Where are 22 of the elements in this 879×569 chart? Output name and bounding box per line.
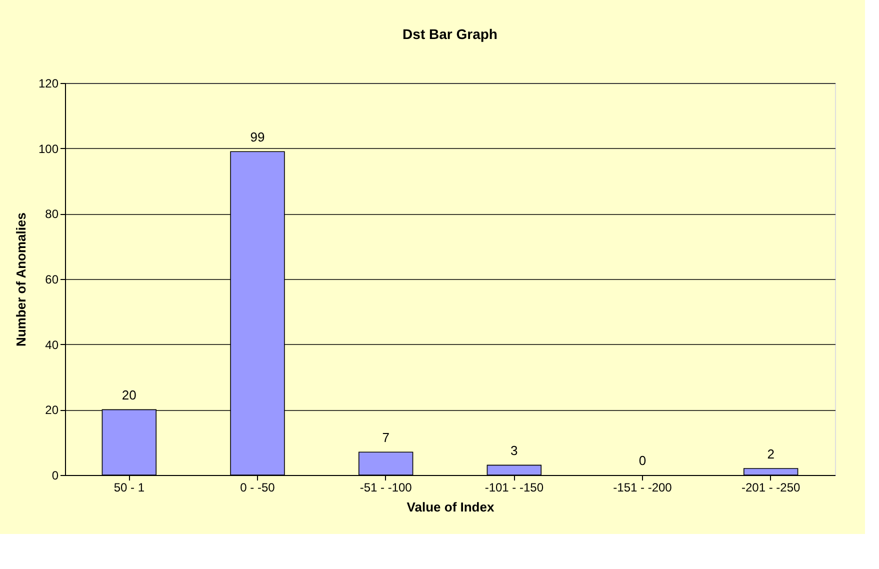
x-axis-title: Value of Index — [406, 500, 495, 514]
y-tick-label: 60 — [45, 272, 59, 286]
x-tick-label: 0 - -50 — [240, 480, 276, 494]
x-tick-label: 50 - 1 — [114, 480, 145, 494]
data-label: 2 — [767, 446, 774, 462]
data-label: 7 — [382, 430, 390, 446]
x-tick-label: -151 - -200 — [613, 480, 672, 494]
y-tick-label: 20 — [45, 403, 59, 418]
y-tick-label: 80 — [45, 207, 59, 222]
y-axis-title: Number of Anomalies — [13, 212, 28, 346]
y-tick-label: 0 — [52, 468, 59, 482]
data-label: 0 — [638, 453, 646, 468]
data-label: 3 — [510, 443, 518, 458]
x-tick-label: -51 - -100 — [360, 480, 412, 494]
data-label: 20 — [122, 388, 136, 403]
y-tick-label: 120 — [38, 76, 59, 90]
y-tick-label: 100 — [38, 142, 59, 156]
chart-title: Dst Bar Graph — [402, 26, 498, 42]
data-label: 99 — [250, 130, 265, 145]
x-tick-label: -101 - -150 — [484, 480, 544, 494]
y-tick-label: 40 — [45, 338, 59, 352]
x-tick-label: -201 - -250 — [741, 480, 801, 494]
